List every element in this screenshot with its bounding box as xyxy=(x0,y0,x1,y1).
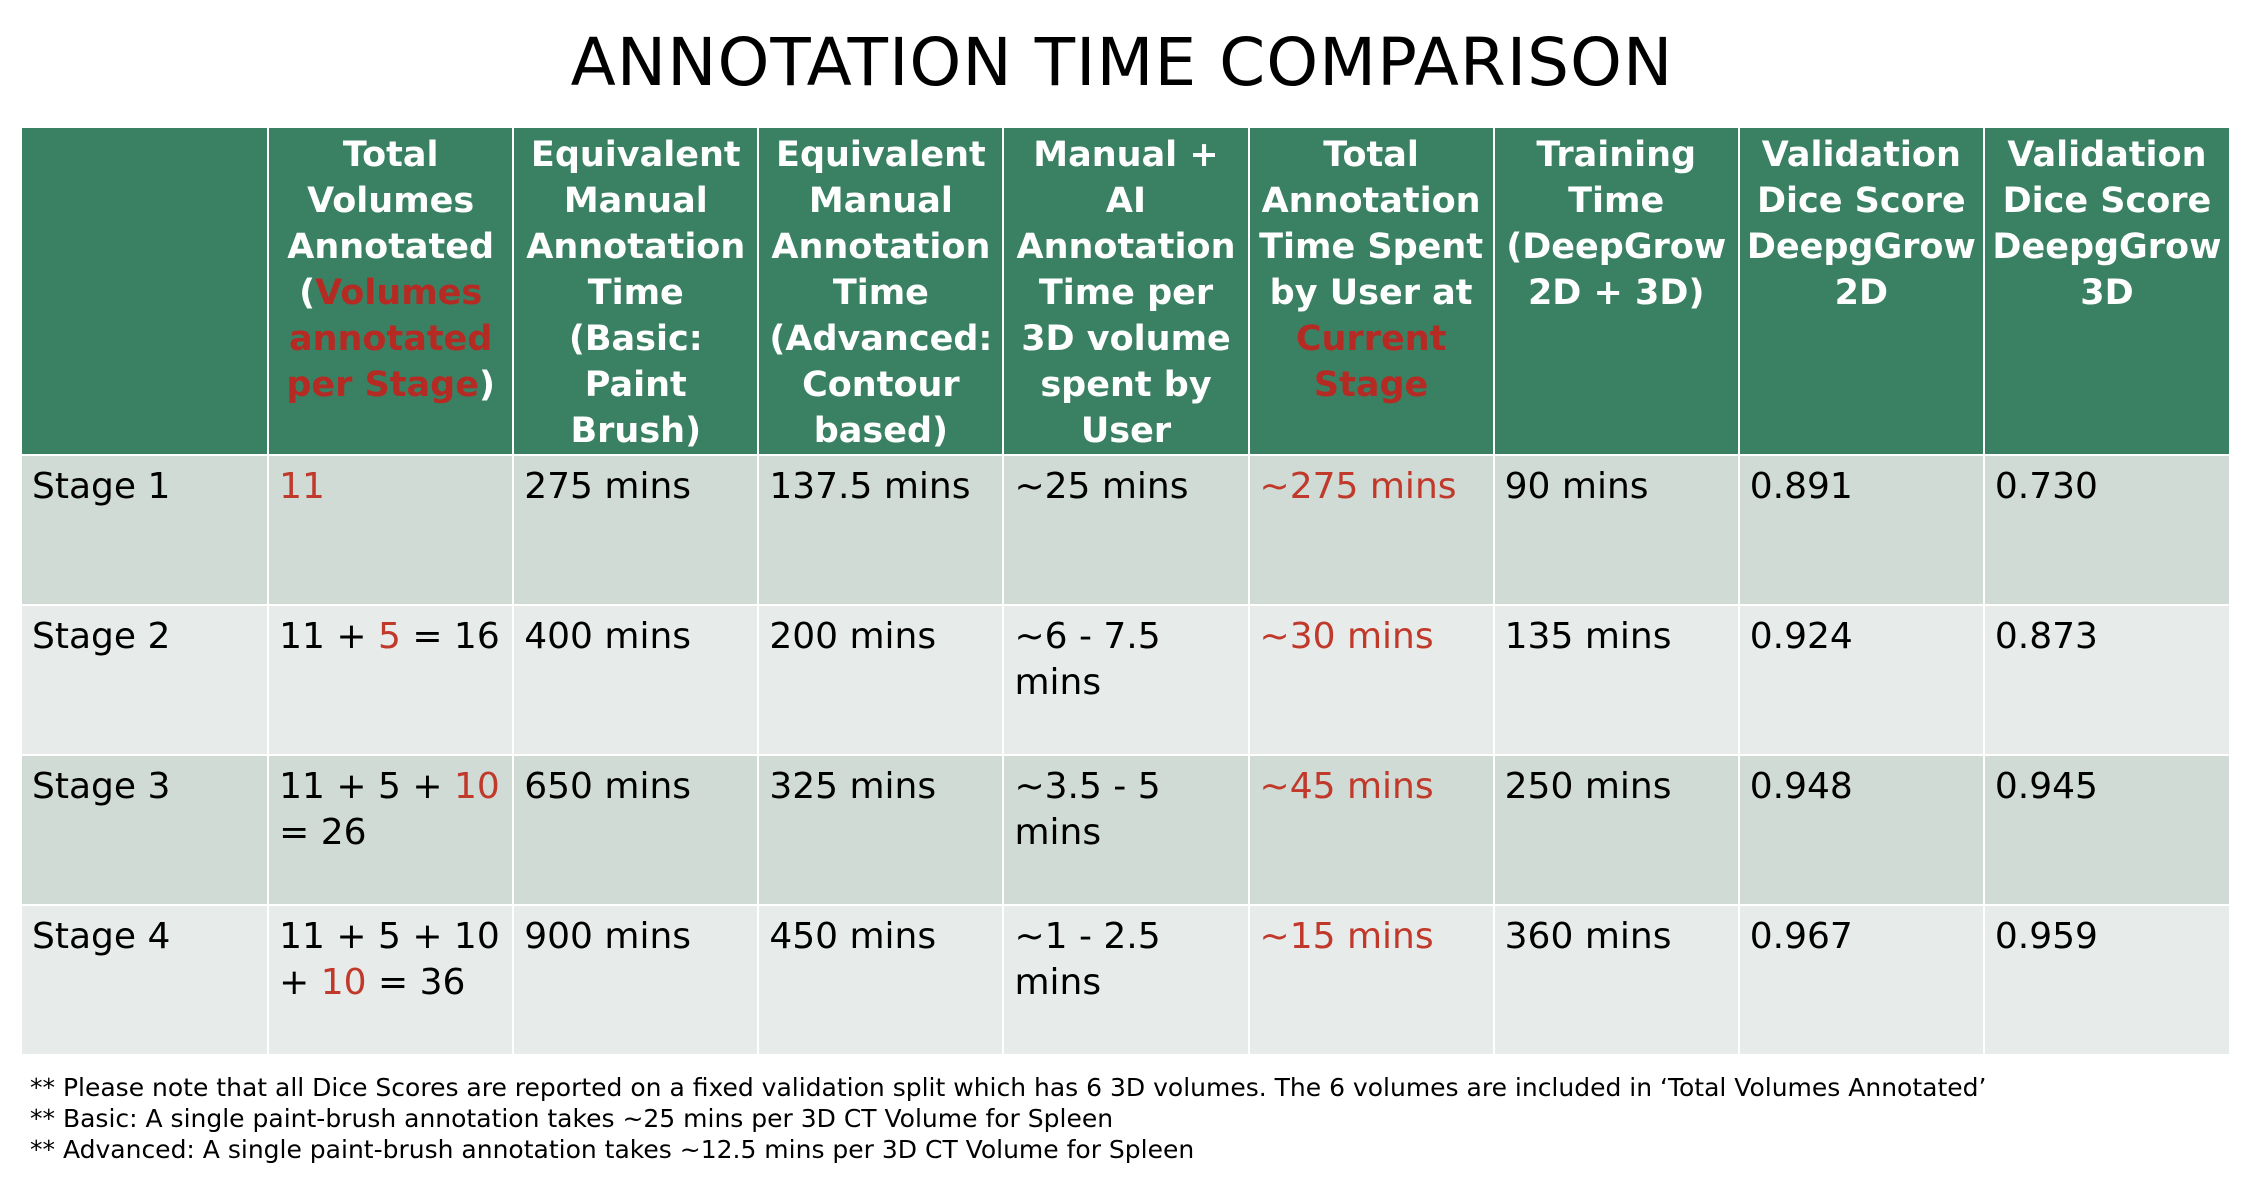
cell-basic-time: 275 mins xyxy=(512,455,759,606)
footnotes: ** Please note that all Dice Scores are … xyxy=(30,1072,1986,1165)
header-manual-basic-time: Equivalent Manual Annotation Time (Basic… xyxy=(512,128,759,456)
cell-stage: Stage 1 xyxy=(22,455,269,606)
cell-basic-time: 650 mins xyxy=(512,755,759,906)
header-current-stage: Current Stage xyxy=(1295,319,1447,405)
table-row: Stage 3 11 + 5 + 10 = 26 650 mins 325 mi… xyxy=(22,755,2229,906)
table-row: Stage 2 11 + 5 = 16 400 mins 200 mins ~6… xyxy=(22,605,2229,756)
cell-stage: Stage 2 xyxy=(22,605,269,756)
cell-basic-time: 400 mins xyxy=(512,605,759,756)
cell-training-time: 90 mins xyxy=(1492,455,1739,606)
cell-advanced-time: 450 mins xyxy=(757,905,1004,1056)
cell-total-user-time: ~275 mins xyxy=(1247,455,1494,606)
cell-training-time: 135 mins xyxy=(1492,605,1739,756)
cell-total-volumes: 11 + 5 + 10 = 26 xyxy=(267,755,514,906)
cell-dice-2d: 0.891 xyxy=(1737,455,1984,606)
header-manual-ai-time: Manual + AI Annotation Time per 3D volum… xyxy=(1002,128,1249,456)
cell-dice-3d: 0.873 xyxy=(1982,605,2229,756)
header-dice-2d: Validation Dice Score DeepgGrow 2D xyxy=(1737,128,1984,456)
cell-total-volumes: 11 + 5 = 16 xyxy=(267,605,514,756)
page-title: ANNOTATION TIME COMPARISON xyxy=(570,24,1674,101)
cell-total-volumes: 11 + 5 + 10 + 10 = 36 xyxy=(267,905,514,1056)
footnote-basic: ** Basic: A single paint-brush annotatio… xyxy=(30,1104,1114,1133)
cell-ai-time: ~3.5 - 5 mins xyxy=(1002,755,1249,906)
table-row: Stage 4 11 + 5 + 10 + 10 = 36 900 mins 4… xyxy=(22,905,2229,1056)
cell-ai-time: ~1 - 2.5 mins xyxy=(1002,905,1249,1056)
header-volumes-per-stage: Volumes annotated per Stage xyxy=(286,273,493,405)
cell-advanced-time: 325 mins xyxy=(757,755,1004,906)
cell-advanced-time: 137.5 mins xyxy=(757,455,1004,606)
header-manual-advanced-time: Equivalent Manual Annotation Time (Advan… xyxy=(757,128,1004,456)
cell-dice-2d: 0.924 xyxy=(1737,605,1984,756)
header-total-volumes: Total Volumes Annotated (Volumes annotat… xyxy=(267,128,514,456)
cell-dice-2d: 0.967 xyxy=(1737,905,1984,1056)
cell-dice-3d: 0.730 xyxy=(1982,455,2229,606)
table-row: Stage 1 11 275 mins 137.5 mins ~25 mins … xyxy=(22,455,2229,606)
cell-ai-time: ~25 mins xyxy=(1002,455,1249,606)
footnote-advanced: ** Advanced: A single paint-brush annota… xyxy=(30,1135,1195,1164)
cell-total-volumes: 11 xyxy=(267,455,514,606)
cell-total-user-time: ~15 mins xyxy=(1247,905,1494,1056)
header-stage xyxy=(22,128,269,456)
cell-training-time: 250 mins xyxy=(1492,755,1739,906)
header-training-time: Training Time (DeepGrow 2D + 3D) xyxy=(1492,128,1739,456)
footnote-dice-split: ** Please note that all Dice Scores are … xyxy=(30,1073,1987,1102)
cell-training-time: 360 mins xyxy=(1492,905,1739,1056)
cell-ai-time: ~6 - 7.5 mins xyxy=(1002,605,1249,756)
cell-stage: Stage 3 xyxy=(22,755,269,906)
cell-stage: Stage 4 xyxy=(22,905,269,1056)
annotation-time-table: Total Volumes Annotated (Volumes annotat… xyxy=(22,128,2229,1056)
cell-total-user-time: ~30 mins xyxy=(1247,605,1494,756)
cell-total-user-time: ~45 mins xyxy=(1247,755,1494,906)
cell-dice-2d: 0.948 xyxy=(1737,755,1984,906)
header-dice-3d: Validation Dice Score DeepgGrow 3D xyxy=(1982,128,2229,456)
cell-advanced-time: 200 mins xyxy=(757,605,1004,756)
cell-dice-3d: 0.959 xyxy=(1982,905,2229,1056)
cell-basic-time: 900 mins xyxy=(512,905,759,1056)
header-total-user-time: Total Annotation Time Spent by User at C… xyxy=(1247,128,1494,456)
cell-dice-3d: 0.945 xyxy=(1982,755,2229,906)
table-header-row: Total Volumes Annotated (Volumes annotat… xyxy=(22,128,2229,456)
